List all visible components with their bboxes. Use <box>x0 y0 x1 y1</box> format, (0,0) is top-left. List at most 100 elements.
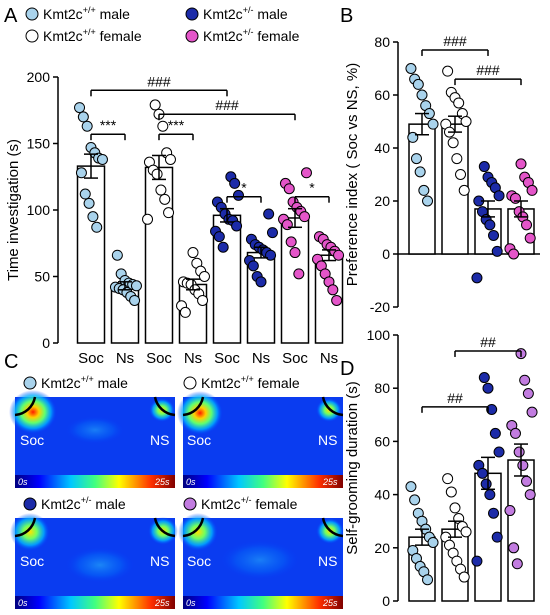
data-point <box>521 475 533 487</box>
y-tick-label: 200 <box>27 69 51 85</box>
x-tick-label: Soc <box>214 350 240 367</box>
y-tick-label: 40 <box>374 140 390 156</box>
data-point <box>442 65 454 77</box>
heatmap-het-female <box>178 513 344 609</box>
bar <box>144 166 174 344</box>
y-axis-label: Preference index ( Soc vs NS, %) <box>344 63 361 286</box>
data-point <box>447 137 459 149</box>
data-point <box>491 531 503 543</box>
significance-label: ## <box>447 390 463 406</box>
x-tick-label: Ns <box>116 350 134 367</box>
data-point <box>331 294 343 306</box>
legend-marker <box>25 29 39 43</box>
data-point <box>509 192 521 204</box>
data-point <box>521 219 533 231</box>
data-point <box>159 193 171 205</box>
data-point <box>151 168 163 180</box>
data-point <box>488 507 500 519</box>
data-point <box>508 542 520 554</box>
data-point <box>460 116 472 127</box>
legend-panel-a: Kmt2c+/+ male Kmt2c+/- male Kmt2c+/+ femal… <box>25 5 300 44</box>
panel-letter-b: B <box>340 5 353 27</box>
y-tick-label: 80 <box>374 380 390 396</box>
data-point <box>293 268 305 280</box>
data-point <box>263 208 275 220</box>
heatmap-soc-label: Soc <box>20 432 44 448</box>
data-point <box>179 306 191 318</box>
data-point <box>471 555 483 567</box>
x-tick-label: Soc <box>146 350 172 367</box>
data-point <box>163 207 175 219</box>
chart-panel-a: 0 50 100 150 200 Time investigation (s) Soc Ns S… <box>5 69 345 367</box>
data-point <box>405 63 417 74</box>
data-point <box>266 227 278 239</box>
y-tick-label: 100 <box>27 202 51 218</box>
y-tick-label: 0 <box>382 593 390 609</box>
data-point <box>333 249 345 261</box>
data-point <box>155 184 167 196</box>
data-point <box>453 97 465 109</box>
data-point <box>197 294 209 306</box>
data-point <box>407 131 419 143</box>
data-point <box>517 459 529 471</box>
legend-label: Kmt2c+/- male <box>203 5 288 22</box>
scale-start-label: 0s <box>186 598 196 608</box>
data-point <box>83 197 95 209</box>
y-tick-label: 0 <box>42 335 50 351</box>
data-point <box>299 211 311 223</box>
heatmap-ns-label: NS <box>150 553 169 569</box>
significance-label: * <box>241 180 247 196</box>
legend-label: Kmt2c+/- female <box>203 27 300 44</box>
data-point <box>412 78 424 90</box>
data-point <box>213 231 225 243</box>
heatmap-soc-label: Soc <box>187 553 211 569</box>
y-tick-label: 100 <box>367 327 391 343</box>
data-point <box>519 374 531 386</box>
legend-marker <box>183 376 197 390</box>
data-point <box>130 280 142 292</box>
data-point <box>511 558 523 570</box>
panel-letter-a: A <box>4 5 18 27</box>
data-point <box>81 120 93 132</box>
data-point <box>486 403 498 415</box>
significance-label: ### <box>476 62 500 78</box>
data-point <box>247 260 259 272</box>
data-point <box>164 153 176 165</box>
data-point <box>410 153 422 165</box>
data-point <box>405 481 417 493</box>
data-point <box>418 184 430 196</box>
data-point <box>491 245 503 257</box>
chart-panel-b: -20 0 20 40 60 80 Preference index ( Soc vs NS… <box>344 33 540 315</box>
data-point <box>289 247 301 259</box>
data-point <box>480 478 492 490</box>
x-tick-label: Ns <box>320 350 338 367</box>
data-point <box>300 167 312 179</box>
data-point <box>129 294 141 306</box>
data-point <box>427 536 439 548</box>
data-point <box>281 219 293 231</box>
scale-end-label: 25s <box>154 477 170 487</box>
data-point <box>513 446 525 458</box>
legend-marker <box>183 497 197 511</box>
data-point <box>327 284 339 296</box>
heatmap-ns-label: NS <box>318 432 337 448</box>
bar <box>280 217 310 344</box>
data-point <box>526 184 538 196</box>
data-point <box>460 526 472 538</box>
significance-label: ### <box>443 33 467 49</box>
scale-end-label: 25s <box>322 477 338 487</box>
data-point <box>478 161 490 173</box>
data-point <box>285 236 297 248</box>
data-point <box>422 195 434 207</box>
y-tick-label: 40 <box>374 487 390 503</box>
scale-start-label: 0s <box>18 598 28 608</box>
data-point <box>508 248 520 260</box>
legend-marker <box>23 497 37 511</box>
data-point <box>484 489 496 501</box>
panel-letter-c: C <box>4 351 18 373</box>
chart-panel-d: 0 20 40 60 80 100 Self-grooming duration (s) ##… <box>344 327 538 609</box>
y-axis-label: Time investigation (s) <box>5 139 22 281</box>
data-point <box>416 89 428 101</box>
data-point <box>265 249 277 261</box>
data-point <box>471 272 483 284</box>
